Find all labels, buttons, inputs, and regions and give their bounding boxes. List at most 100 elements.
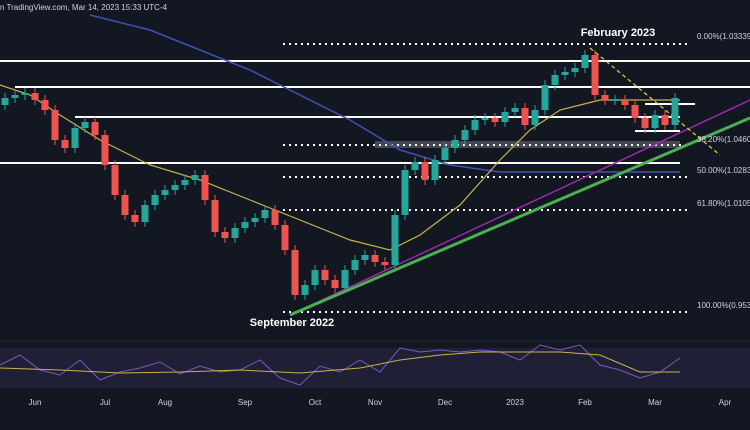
- candle-body: [321, 270, 329, 280]
- levels: [0, 60, 750, 164]
- candle-body: [241, 222, 249, 228]
- candle-body: [451, 140, 459, 148]
- candle-body: [181, 180, 189, 185]
- moving-average: [89, 14, 680, 173]
- candle-body: [381, 262, 389, 265]
- candle-body: [201, 175, 209, 200]
- x-tick-label: Sep: [238, 398, 253, 407]
- candle-body: [11, 95, 19, 98]
- candle-body: [261, 210, 269, 218]
- candle-body: [161, 190, 169, 195]
- candle-body: [601, 95, 609, 100]
- rsi-line: [0, 344, 681, 386]
- candle-body: [231, 228, 239, 238]
- candle-body: [521, 108, 529, 125]
- trendline: [289, 99, 750, 316]
- candle-body: [481, 118, 489, 120]
- overlays: [0, 14, 750, 317]
- x-tick-label: Jul: [100, 398, 110, 407]
- candle-body: [221, 232, 229, 238]
- candle-body: [21, 93, 29, 95]
- x-tick-label: Aug: [158, 398, 172, 407]
- fib-label: 38.20%(1.04603): [697, 135, 750, 144]
- x-tick-label: Jun: [29, 398, 42, 407]
- candle-body: [561, 72, 569, 75]
- candle-body: [331, 280, 339, 288]
- candle-body: [81, 122, 89, 128]
- candle-body: [61, 140, 69, 148]
- x-tick-label: Oct: [309, 398, 322, 407]
- candle-body: [341, 270, 349, 288]
- candle-body: [371, 255, 379, 262]
- candle-body: [281, 225, 289, 250]
- rsi-average: [0, 351, 680, 374]
- rsi-panel: [0, 340, 750, 388]
- fib-label: 0.00%(1.03339): [697, 32, 750, 41]
- candle-body: [91, 122, 99, 135]
- candle-body: [511, 108, 519, 112]
- annotation: February 2023: [581, 27, 656, 39]
- candle-body: [31, 93, 39, 100]
- candle-body: [571, 68, 579, 72]
- candle-body: [441, 148, 449, 160]
- candle-body: [141, 205, 149, 222]
- candle-body: [41, 100, 49, 110]
- x-tick-label: Apr: [719, 398, 732, 407]
- candle-body: [651, 115, 659, 128]
- candle-body: [111, 165, 119, 195]
- candle-body: [101, 135, 109, 165]
- candle-body: [151, 195, 159, 205]
- candle-body: [421, 162, 429, 180]
- moving-average: [0, 84, 680, 251]
- candle-body: [171, 185, 179, 190]
- candle-body: [491, 118, 499, 122]
- candle-body: [361, 255, 369, 260]
- fib-lines: [283, 43, 690, 313]
- candle-body: [51, 110, 59, 140]
- fib-label: 50.00%(1.02831): [697, 166, 750, 175]
- candle-body: [461, 130, 469, 140]
- candle-body: [641, 118, 649, 128]
- x-tick-label: 2023: [506, 398, 524, 407]
- candle-body: [311, 270, 319, 285]
- candle-body: [401, 170, 409, 215]
- rsi-band: [0, 348, 750, 388]
- annotation: September 2022: [250, 317, 334, 329]
- x-tick-label: Nov: [368, 398, 382, 407]
- candle-body: [621, 100, 629, 105]
- candle-body: [501, 112, 509, 122]
- fib-label: 100.00%(0.95324): [697, 301, 750, 310]
- candle-body: [351, 260, 359, 270]
- header: n TradingView.com, Mar 14, 2023 15:33 UT…: [0, 3, 168, 12]
- candle-body: [431, 160, 439, 180]
- candle-body: [611, 100, 619, 101]
- candle-body: [71, 128, 79, 148]
- candle-body: [291, 250, 299, 295]
- candle-body: [301, 285, 309, 295]
- candle-body: [391, 215, 399, 265]
- candle-body: [671, 98, 679, 125]
- candle-body: [631, 105, 639, 118]
- candle-body: [471, 120, 479, 130]
- trendline: [289, 116, 750, 317]
- candle-body: [591, 55, 599, 95]
- projection-line: [589, 47, 721, 156]
- candle-body: [271, 210, 279, 225]
- candle-body: [411, 162, 419, 170]
- candle-body: [581, 55, 589, 68]
- x-tick-label: Feb: [578, 398, 592, 407]
- candle-body: [661, 115, 669, 125]
- candle-body: [531, 110, 539, 125]
- x-tick-label: Mar: [648, 398, 662, 407]
- candle-body: [191, 175, 199, 180]
- candle-body: [131, 215, 139, 222]
- x-tick-label: Dec: [438, 398, 452, 407]
- zone: [375, 141, 680, 148]
- candle-body: [551, 75, 559, 85]
- fib-label: 61.80%(1.01059): [697, 199, 750, 208]
- candle-body: [541, 85, 549, 110]
- candle-body: [1, 98, 9, 105]
- candle-body: [251, 218, 259, 222]
- candle-body: [121, 195, 129, 215]
